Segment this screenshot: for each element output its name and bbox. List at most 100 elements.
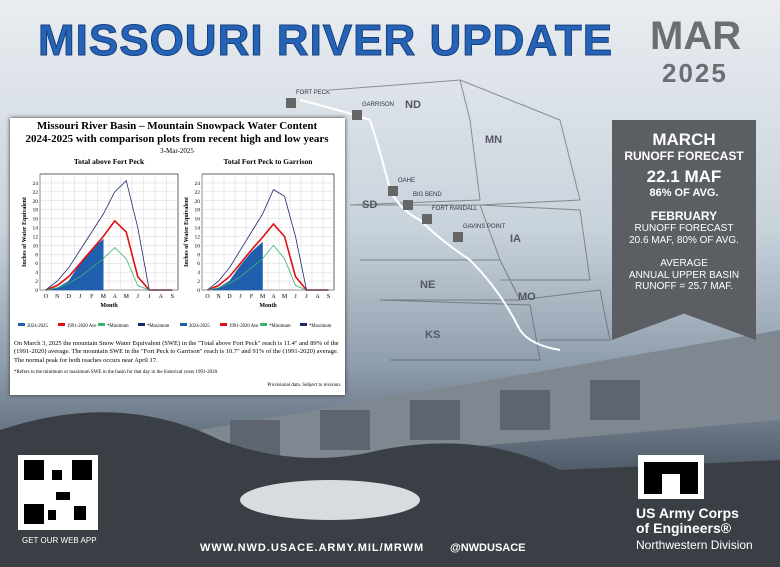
chart-title: Total above Fort Peck bbox=[74, 157, 145, 166]
y-tick-label: 6 bbox=[35, 261, 38, 267]
dam-icon bbox=[422, 214, 432, 224]
y-tick-label: 4 bbox=[197, 270, 200, 276]
x-tick-label: D bbox=[227, 294, 232, 300]
y-tick-label: 10 bbox=[195, 243, 201, 249]
snowpack-charts: Missouri River Basin – Mountain Snowpack… bbox=[18, 120, 335, 329]
x-tick-label: M bbox=[124, 294, 130, 300]
legend-swatch bbox=[180, 323, 187, 326]
panel-date: 3-Mar-2025 bbox=[160, 147, 194, 155]
qr-code bbox=[18, 455, 98, 530]
castle-logo bbox=[638, 455, 704, 499]
subheading: RUNOFF FORECAST bbox=[624, 148, 744, 163]
org: US Army Corps bbox=[636, 505, 739, 521]
prev-value: 20.6 MAF, 80% OF AVG. bbox=[629, 234, 739, 246]
y-tick-label: 16 bbox=[195, 217, 201, 223]
y-tick-label: 22 bbox=[33, 190, 39, 196]
summary: On March 3, 2025 the mountain Snow Water… bbox=[14, 340, 339, 364]
legend-swatch bbox=[98, 323, 105, 326]
state-label: SD bbox=[362, 199, 377, 211]
footnote: *Refers to the minimum or maximum SWE in… bbox=[14, 370, 219, 375]
x-tick-label: M bbox=[101, 294, 107, 300]
legend-swatch bbox=[18, 323, 25, 326]
dam-icon bbox=[286, 98, 296, 108]
y-tick-label: 8 bbox=[35, 252, 38, 258]
social: @NWDUSACE bbox=[450, 542, 526, 554]
legend-label: *Maximum bbox=[147, 324, 170, 329]
division: Northwestern Division bbox=[636, 538, 753, 552]
percent: 86% OF AVG. bbox=[649, 186, 719, 199]
y-tick-label: 14 bbox=[33, 226, 39, 232]
x-tick-label: A bbox=[271, 294, 276, 300]
legend-swatch bbox=[300, 323, 307, 326]
year: 2025 bbox=[662, 58, 728, 88]
url: WWW.NWD.USACE.ARMY.MIL/MRWM bbox=[200, 542, 425, 554]
y-tick-label: 18 bbox=[33, 208, 39, 214]
y-tick-label: 6 bbox=[197, 261, 200, 267]
forecast-ribbon: MARCH RUNOFF FORECAST 22.1 MAF 86% OF AV… bbox=[612, 120, 756, 340]
y-tick-label: 10 bbox=[33, 243, 39, 249]
x-axis-label: Month bbox=[259, 303, 277, 309]
x-tick-label: S bbox=[171, 294, 174, 300]
legend-label: *Minimum bbox=[107, 324, 129, 329]
legend-label: 2024-2025 bbox=[27, 324, 48, 329]
x-tick-label: O bbox=[44, 294, 49, 300]
x-tick-label: J bbox=[137, 294, 140, 300]
x-tick-label: O bbox=[205, 294, 210, 300]
heading: MARCH bbox=[652, 130, 716, 149]
state-label: IA bbox=[510, 233, 521, 245]
prev-heading: FEBRUARY bbox=[650, 208, 718, 223]
org: of Engineers® bbox=[636, 520, 732, 536]
y-tick-label: 24 bbox=[33, 181, 39, 187]
panel-title: Missouri River Basin – Mountain Snowpack… bbox=[37, 120, 318, 132]
legend-label: 2024-2025 bbox=[189, 324, 210, 329]
x-axis-label: Month bbox=[100, 303, 118, 309]
state-label: MN bbox=[485, 134, 502, 146]
x-tick-label: A bbox=[113, 294, 118, 300]
dam-label: GAVINS POINT bbox=[463, 224, 506, 230]
avg: ANNUAL UPPER BASIN bbox=[628, 269, 740, 281]
y-tick-label: 20 bbox=[33, 199, 39, 205]
legend-swatch bbox=[138, 323, 145, 326]
x-tick-label: N bbox=[55, 294, 60, 300]
dam-label: OAHE bbox=[398, 178, 415, 184]
x-tick-label: D bbox=[67, 294, 72, 300]
y-tick-label: 12 bbox=[33, 234, 39, 240]
month: MAR bbox=[650, 14, 742, 58]
y-tick-label: 18 bbox=[195, 208, 201, 214]
y-tick-label: 22 bbox=[195, 190, 201, 196]
y-tick-label: 16 bbox=[33, 217, 39, 223]
state-label: NE bbox=[420, 279, 435, 291]
y-tick-label: 14 bbox=[195, 226, 201, 232]
legend-swatch bbox=[260, 323, 267, 326]
y-tick-label: 4 bbox=[35, 270, 38, 276]
dam-label: GARRISON bbox=[362, 102, 394, 108]
dam-label: BIG BEND bbox=[413, 192, 442, 198]
x-tick-label: J bbox=[79, 294, 82, 300]
legend-label: *Minimum bbox=[269, 324, 291, 329]
x-tick-label: F bbox=[250, 294, 254, 300]
x-tick-label: A bbox=[315, 294, 320, 300]
y-tick-label: 8 bbox=[197, 252, 200, 258]
dam-label: FORT PECK bbox=[296, 90, 330, 96]
disclaimer: Provisional data. Subject to revision. bbox=[267, 383, 341, 388]
x-tick-label: J bbox=[305, 294, 308, 300]
chart-title: Total Fort Peck to Garrison bbox=[224, 157, 314, 166]
y-tick-label: 20 bbox=[195, 199, 201, 205]
x-tick-label: J bbox=[148, 294, 151, 300]
x-tick-label: S bbox=[327, 294, 330, 300]
y-axis-label: Inches of Water Equivalent bbox=[184, 197, 190, 267]
avg: RUNOFF = 25.7 MAF. bbox=[634, 281, 734, 293]
prev-subheading: RUNOFF FORECAST bbox=[634, 223, 734, 235]
series-line bbox=[45, 179, 173, 291]
x-tick-label: J bbox=[294, 294, 297, 300]
panel-subtitle: 2024-2025 with comparison plots from rec… bbox=[25, 133, 329, 145]
legend-swatch bbox=[220, 323, 227, 326]
x-tick-label: A bbox=[159, 294, 164, 300]
dam-icon bbox=[388, 186, 398, 196]
dam-icon bbox=[453, 232, 463, 242]
y-tick-label: 24 bbox=[195, 181, 201, 187]
title: MISSOURI RIVER UPDATE bbox=[37, 16, 614, 66]
